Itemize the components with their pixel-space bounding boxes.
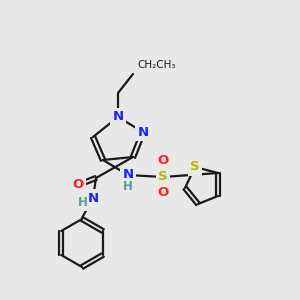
Text: S: S bbox=[158, 170, 168, 184]
Text: S: S bbox=[190, 160, 200, 173]
Text: O: O bbox=[158, 154, 169, 167]
Text: CH₂CH₃: CH₂CH₃ bbox=[137, 60, 175, 70]
Text: N: N bbox=[122, 169, 134, 182]
Text: H: H bbox=[78, 196, 88, 209]
Text: N: N bbox=[137, 125, 148, 139]
Text: N: N bbox=[112, 110, 124, 124]
Text: O: O bbox=[158, 187, 169, 200]
Text: H: H bbox=[123, 179, 133, 193]
Text: O: O bbox=[72, 178, 84, 191]
Text: N: N bbox=[87, 191, 99, 205]
